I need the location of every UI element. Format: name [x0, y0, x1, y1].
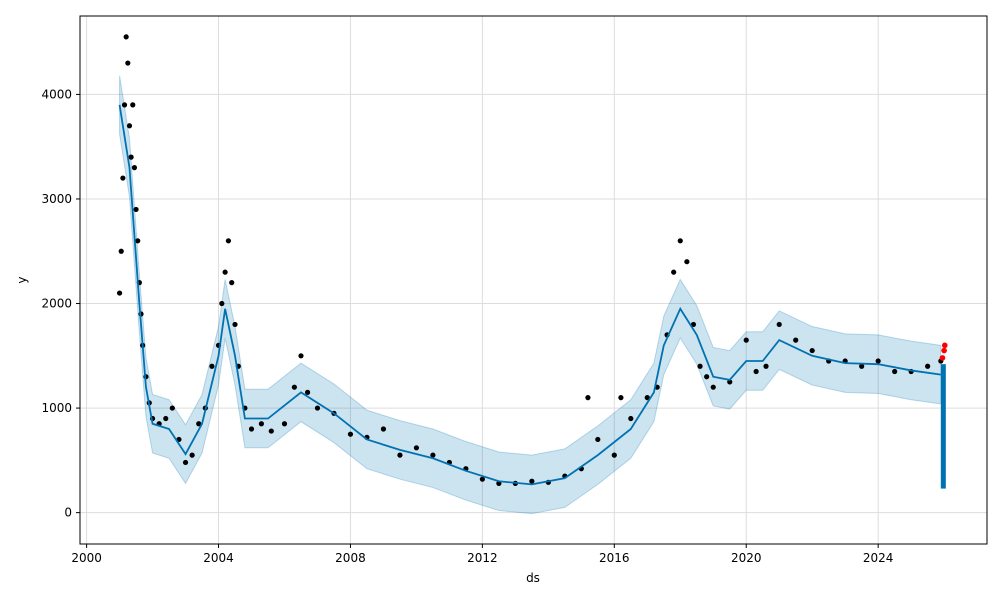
observed-point [430, 452, 436, 458]
observed-point [397, 452, 403, 458]
highlight-point [941, 342, 948, 349]
observed-point [793, 337, 799, 343]
y-tick-label: 4000 [41, 87, 72, 101]
observed-point [704, 374, 710, 380]
observed-point [809, 347, 815, 354]
x-axis-label: ds [526, 571, 540, 585]
forecast-segment-block [940, 364, 946, 489]
observed-point [209, 363, 215, 369]
observed-point [697, 363, 703, 369]
observed-point [776, 321, 782, 328]
observed-point [611, 452, 617, 458]
observed-point [595, 436, 601, 443]
y-tick-label: 2000 [41, 297, 72, 311]
observed-point [347, 431, 354, 437]
observed-point [135, 238, 141, 244]
forecast-segment [940, 364, 946, 489]
observed-point [120, 175, 126, 181]
observed-point [380, 426, 387, 432]
observed-point [529, 478, 535, 484]
observed-point [128, 154, 134, 160]
observed-point [314, 405, 321, 411]
y-tick-label: 1000 [41, 401, 72, 415]
observed-point [753, 368, 759, 375]
observed-point [258, 421, 264, 427]
observed-point [727, 379, 733, 385]
observed-point [196, 421, 202, 427]
observed-point [479, 476, 485, 482]
observed-point [690, 321, 697, 328]
observed-point [859, 363, 865, 369]
grid-lines [80, 16, 987, 544]
observed-point [219, 300, 225, 307]
x-tick-label: 2024 [863, 551, 894, 565]
observed-point [268, 428, 274, 434]
y-tick-label: 0 [64, 506, 72, 520]
highlight-points [939, 342, 948, 361]
x-tick-label: 2000 [71, 551, 102, 565]
observed-point [232, 321, 238, 328]
observed-point [133, 206, 139, 213]
observed-point [116, 290, 123, 296]
observed-point [710, 384, 716, 390]
observed-point [182, 459, 189, 466]
observed-point [229, 280, 235, 286]
observed-point [125, 60, 131, 66]
observed-point [618, 395, 624, 401]
x-tick-label: 2004 [203, 551, 234, 565]
observed-point [763, 363, 769, 369]
observed-point [169, 405, 175, 411]
observed-point [875, 358, 881, 364]
observed-point [291, 384, 297, 390]
observed-point [684, 259, 690, 265]
observed-point [628, 415, 634, 422]
observed-point [222, 269, 228, 275]
observed-point [131, 165, 138, 171]
observed-point [130, 102, 136, 108]
observed-point [304, 389, 311, 395]
observed-point [644, 395, 650, 401]
x-tick-label: 2008 [335, 551, 366, 565]
observed-point [585, 395, 591, 401]
y-tick-label: 3000 [41, 192, 72, 206]
observed-point [118, 248, 124, 254]
forecast-line [118, 104, 941, 486]
y-axis-label: y [15, 276, 29, 283]
x-tick-label: 2012 [467, 551, 498, 565]
plot-frame [79, 15, 988, 545]
x-tick-label: 2016 [599, 551, 630, 565]
observed-point [892, 368, 898, 375]
observed-point [123, 34, 129, 40]
x-tick-label: 2020 [731, 551, 762, 565]
observed-point [126, 123, 133, 129]
y-axis-ticks: 0 1000 2000 3000 4000 [41, 87, 80, 520]
observed-point [225, 238, 232, 244]
observed-point [925, 363, 931, 369]
highlight-point [941, 347, 947, 354]
observed-point [677, 238, 683, 244]
observed-point [189, 452, 195, 458]
highlight-point [939, 355, 946, 361]
observed-point [163, 415, 169, 422]
observed-point [248, 426, 255, 432]
observed-point [671, 269, 677, 275]
observed-points [116, 34, 944, 486]
observed-point [413, 445, 420, 451]
observed-point [121, 102, 128, 108]
x-axis-ticks: 2000 2004 2008 2012 2016 2020 2024 [71, 544, 893, 565]
observed-point [281, 421, 288, 427]
forecast-line-group [118, 104, 941, 486]
observed-point [298, 353, 304, 359]
observed-point [743, 337, 749, 343]
